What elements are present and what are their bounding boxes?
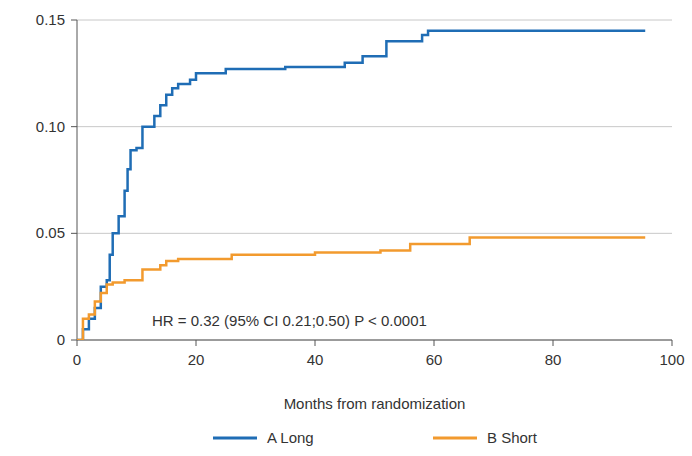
legend-label: A Long	[267, 429, 314, 446]
y-tick-label: 0.10	[36, 118, 65, 135]
x-tick	[77, 340, 78, 346]
grid-line	[77, 126, 672, 127]
grid-line	[77, 20, 672, 21]
y-axis	[77, 20, 78, 340]
y-tick-label: 0.15	[36, 11, 65, 28]
legend-swatch	[433, 437, 477, 440]
x-axis-label: Months from randomization	[284, 395, 466, 412]
y-tick-label: 0.05	[36, 224, 65, 241]
chart: 0 0.05 0.10 0.15 0 20 40 60 80 100 Months from ran…	[0, 0, 692, 456]
legend-swatch	[213, 437, 257, 440]
annotation: HR = 0.32 (95% CI 0.21;0.50) P < 0.0001	[152, 312, 427, 329]
y-tick	[71, 233, 77, 234]
x-tick-label: 40	[307, 351, 324, 368]
x-tick	[553, 340, 554, 346]
grid-line	[77, 233, 672, 234]
x-tick-label: 100	[659, 351, 684, 368]
x-tick-label: 60	[426, 351, 443, 368]
y-tick	[71, 20, 77, 21]
legend-label: B Short	[487, 429, 538, 446]
series-line	[77, 238, 645, 340]
x-tick-label: 0	[73, 351, 81, 368]
grid-line	[77, 340, 672, 341]
x-tick-label: 20	[188, 351, 205, 368]
y-tick-label: 0	[57, 331, 65, 348]
plot-lines	[77, 31, 645, 340]
x-tick	[672, 340, 673, 346]
x-axis	[77, 340, 672, 341]
x-tick	[315, 340, 316, 346]
y-tick	[71, 126, 77, 127]
x-tick	[196, 340, 197, 346]
x-tick-label: 80	[545, 351, 562, 368]
series-line	[77, 31, 645, 340]
x-tick	[434, 340, 435, 346]
y-tick	[71, 340, 77, 341]
